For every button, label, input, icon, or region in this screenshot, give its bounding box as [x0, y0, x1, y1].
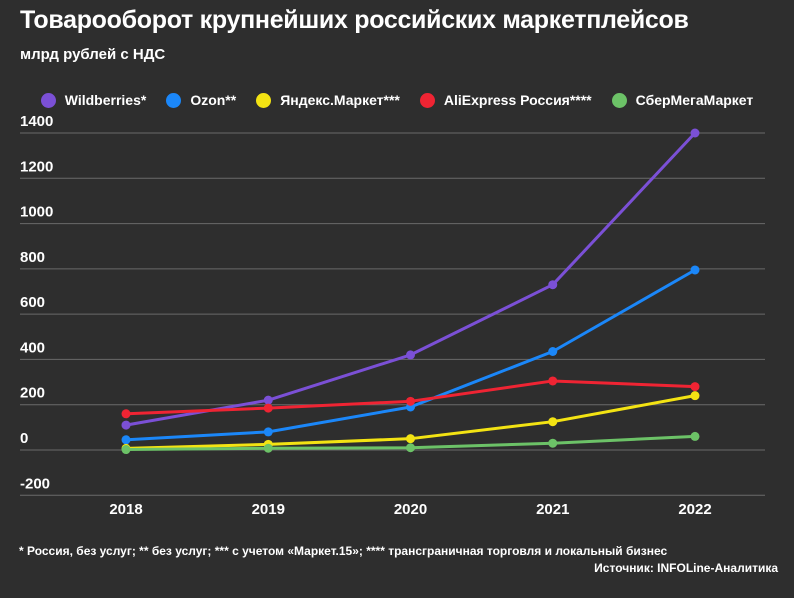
legend-label: AliExpress Россия****: [443, 92, 592, 108]
data-point: [406, 350, 415, 360]
legend-item: Яндекс.Маркет***: [256, 92, 400, 108]
data-point: [406, 396, 415, 406]
data-point: [548, 438, 558, 448]
y-axis-label: 800: [20, 249, 45, 266]
x-axis-label: 2020: [394, 501, 427, 518]
y-axis-label: 0: [20, 430, 28, 447]
data-point: [690, 391, 700, 401]
data-point: [263, 403, 273, 413]
legend-item: AliExpress Россия****: [419, 92, 592, 108]
data-point: [263, 395, 273, 405]
y-axis-label: 1200: [20, 158, 53, 175]
data-point: [548, 376, 558, 386]
data-point: [121, 435, 131, 445]
data-point: [121, 420, 131, 430]
data-point: [121, 409, 131, 419]
data-point: [263, 427, 273, 437]
data-point: [406, 434, 415, 444]
legend-color-dot-icon: [419, 92, 435, 108]
data-point: [690, 382, 700, 392]
data-point: [548, 417, 558, 427]
data-point: [690, 265, 700, 275]
y-axis-label: 1400: [20, 113, 53, 130]
x-axis-label: 2018: [109, 501, 142, 518]
x-axis-label: 2021: [536, 501, 569, 518]
legend-label: СберМегаМаркет: [635, 92, 754, 108]
data-point: [690, 128, 700, 138]
data-point: [548, 280, 558, 290]
legend-color-dot-icon: [40, 92, 56, 108]
x-axis-label: 2022: [678, 501, 711, 518]
legend-item: Wildberries*: [40, 92, 147, 108]
legend-label: Яндекс.Маркет***: [280, 92, 400, 108]
data-point: [690, 431, 700, 441]
data-point: [406, 443, 415, 453]
legend-label: Wildberries*: [64, 92, 147, 108]
y-axis-label: -200: [20, 475, 50, 492]
source-credit: Источник: INFOLine-Аналитика: [594, 561, 778, 575]
x-axis-label: 2019: [252, 501, 285, 518]
legend-item: Ozon**: [166, 92, 236, 108]
y-axis-label: 1000: [20, 204, 53, 221]
data-point: [263, 443, 273, 453]
legend-item: СберМегаМаркет: [611, 92, 754, 108]
legend-label: Ozon**: [190, 92, 237, 108]
legend-color-dot-icon: [166, 92, 182, 108]
chart-legend: Wildberries* Ozon** Яндекс.Маркет*** AliExp…: [0, 92, 794, 108]
data-point: [548, 347, 558, 357]
footnote: * Россия, без услуг; ** без услуг; *** с…: [19, 544, 668, 558]
series-line: [124, 131, 697, 427]
legend-color-dot-icon: [611, 92, 627, 108]
y-axis-label: 400: [20, 339, 45, 356]
data-point: [121, 445, 131, 455]
legend-color-dot-icon: [256, 92, 272, 108]
y-axis-label: 600: [20, 294, 45, 311]
page-title: Товарооборот крупнейших российских марке…: [20, 6, 689, 34]
y-axis-label: 200: [20, 385, 45, 402]
chart-units-subtitle: млрд рублей с НДС: [20, 46, 166, 63]
